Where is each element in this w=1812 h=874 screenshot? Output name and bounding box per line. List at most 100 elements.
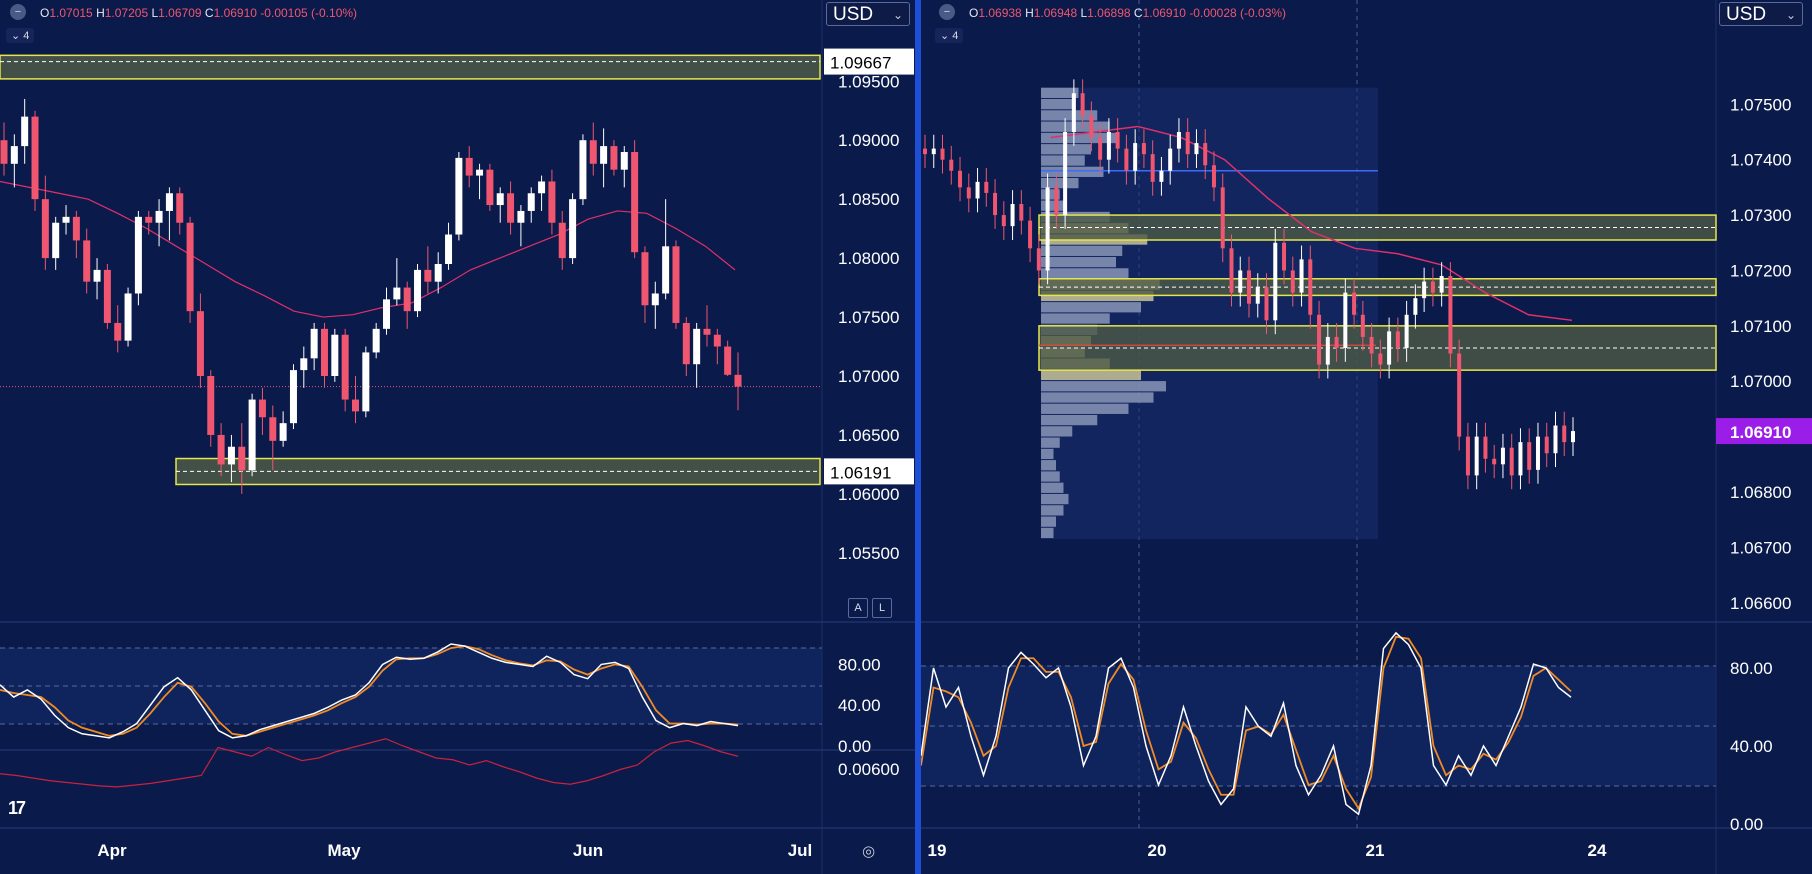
time-axis-label: Jun (573, 841, 603, 860)
candle-body (1185, 132, 1190, 155)
left-currency-selector[interactable]: USD ⌄ (826, 2, 910, 26)
stochastic-k-line (921, 631, 1572, 816)
candle-body (1098, 137, 1103, 160)
candle-body (975, 181, 980, 199)
candle-body (993, 192, 998, 216)
candle-body (1317, 314, 1322, 365)
candle-body (1518, 442, 1523, 476)
candle-body (145, 216, 153, 223)
settings-icon[interactable]: ◎ (862, 843, 876, 860)
candle-body (258, 399, 266, 418)
right-ohlc-legend: O1.06938 H1.06948 L1.06898 C1.06910 -0.0… (969, 6, 1287, 20)
candle-body (1264, 287, 1269, 321)
candle-body (1054, 187, 1059, 216)
volume-profile-bar (1041, 155, 1085, 166)
candle-body (1369, 336, 1374, 354)
candle-body (1194, 143, 1199, 155)
candle-body (1036, 248, 1041, 271)
candle-body (320, 328, 328, 376)
time-axis-label: Jul (788, 841, 813, 860)
left-chart-canvas[interactable]: 1.09500 1.09000 1.08500 1.08000 1.07500 1.070… (0, 0, 915, 874)
candle-body (83, 240, 91, 282)
tradingview-logo-icon: 17 (8, 798, 26, 818)
pane-divider[interactable] (915, 0, 921, 874)
stochastic-d-line (921, 635, 1572, 811)
candle-body (527, 193, 535, 211)
candle-body (1430, 281, 1435, 293)
candle-body (1500, 447, 1505, 465)
candle-body (1325, 336, 1330, 365)
candle-body (693, 328, 701, 365)
price-tick-label: 1.06000 (838, 485, 899, 504)
candle-body (517, 210, 525, 223)
price-tick-label: 1.07300 (1730, 206, 1791, 225)
right-currency-selector[interactable]: USD ⌄ (1719, 2, 1803, 26)
chevron-down-icon: ⌄ (892, 8, 903, 22)
candle-body (538, 181, 546, 194)
stochastic-d-line (0, 645, 739, 737)
price-tick-label: 1.05500 (838, 544, 899, 563)
volume-profile-bar (1041, 268, 1129, 279)
candle-body (434, 264, 442, 282)
volume-profile-bar (1041, 392, 1154, 403)
candle-body (1159, 170, 1164, 182)
candle-body (248, 399, 256, 471)
candle-body (103, 269, 111, 323)
candle-body (1010, 204, 1015, 227)
left-chart-pane[interactable]: 1.09500 1.09000 1.08500 1.08000 1.07500 1.070… (0, 0, 915, 874)
candle-body (703, 328, 711, 335)
candle-body (93, 269, 101, 282)
candle-body (1089, 115, 1094, 138)
volume-profile-bar (1041, 426, 1073, 437)
right-close-value: 1.06910 (1142, 6, 1186, 20)
candle-body (279, 423, 287, 441)
volume-profile-bar (1041, 471, 1060, 482)
candle-body (414, 269, 422, 312)
right-high-value: 1.06948 (1033, 6, 1078, 20)
candle-body (682, 322, 690, 365)
volume-profile-bar (1041, 516, 1056, 527)
candle-body (1483, 436, 1488, 459)
right-chart-canvas[interactable]: 1.07500 1.07400 1.07300 1.07200 1.07100 1.070… (921, 0, 1812, 874)
log-scale-button[interactable]: L (872, 598, 892, 618)
left-indicator-toggle[interactable]: ⌄ 4 (6, 28, 35, 43)
right-indicator-toggle[interactable]: ⌄ 4 (935, 28, 964, 43)
zone-price-label-bg (824, 48, 914, 75)
volume-profile-bar (1041, 403, 1129, 414)
candle-body (176, 193, 184, 223)
zone-price-label: 1.09667 (830, 54, 891, 73)
left-close-value: 1.06910 (213, 6, 257, 20)
right-chart-pane[interactable]: 1.07500 1.07400 1.07300 1.07200 1.07100 1.070… (921, 0, 1812, 874)
candle-body (1343, 292, 1348, 348)
volume-profile-bar (1041, 200, 1066, 211)
collapse-legend-button[interactable]: − (939, 4, 955, 20)
price-tick-label: 1.07500 (838, 308, 899, 327)
candle-body (1203, 143, 1208, 166)
candle-body (393, 287, 401, 300)
volume-profile-bar (1041, 482, 1064, 493)
candle-body (372, 328, 380, 353)
candle-body (1168, 148, 1173, 171)
collapse-legend-button[interactable]: − (10, 4, 26, 20)
indicator-tick-label: 0.00600 (838, 760, 899, 779)
candle-body (1553, 425, 1558, 454)
candle-body (114, 322, 122, 341)
candle-body (134, 216, 142, 294)
candle-body (238, 446, 246, 471)
left-high-value: 1.07205 (104, 6, 149, 20)
candle-body (1133, 143, 1138, 171)
left-ohlc-legend: O1.07015 H1.07205 L1.06709 C1.06910 -0.0… (40, 6, 358, 20)
candle-body (966, 187, 971, 199)
price-tick-label: 1.07400 (1730, 151, 1791, 170)
candle-body (1360, 314, 1365, 337)
time-axis-label: 19 (928, 841, 947, 860)
volume-profile-bar (1041, 448, 1054, 460)
candle-body (21, 116, 29, 147)
candle-body (1290, 270, 1295, 293)
left-low-value: 1.06709 (158, 6, 202, 20)
candle-body (1334, 336, 1339, 348)
auto-scale-button[interactable]: A (848, 598, 868, 618)
price-tick-label: 1.07200 (1730, 261, 1791, 280)
left-indicator-count: 4 (23, 30, 30, 42)
candle-body (41, 199, 49, 259)
